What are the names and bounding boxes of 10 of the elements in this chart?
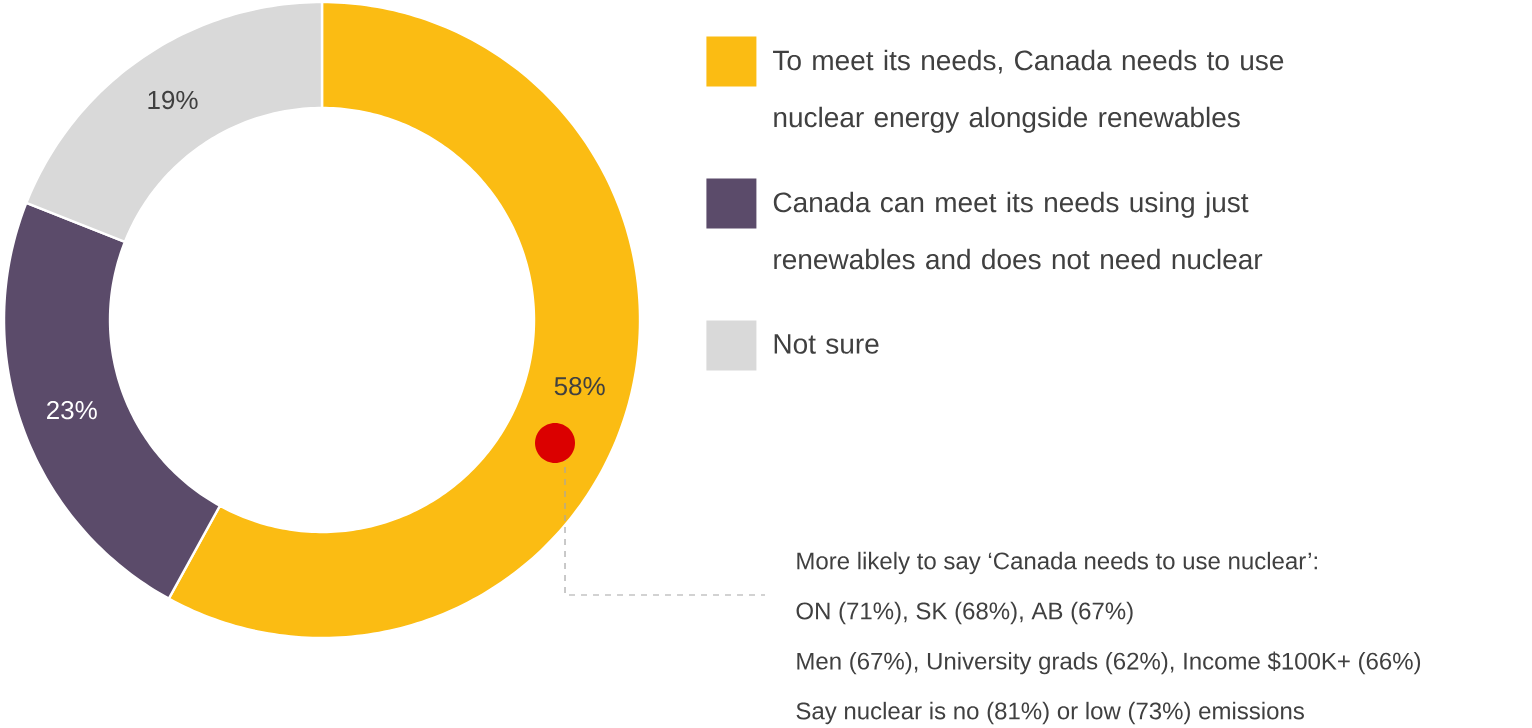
legend-label: To meet its needs, Canada needs to use nuclear energy alongside renewables bbox=[773, 49, 1284, 133]
text: Say nuclear is no (81%) or low (73%) emissions bbox=[796, 701, 1304, 725]
data-label: 58% bbox=[554, 376, 605, 396]
legend-label: Not sure bbox=[774, 334, 879, 354]
data-label: 23% bbox=[47, 400, 97, 420]
text: Men (67%), University grads (62%), Income $100K+ (66%) bbox=[797, 651, 1421, 675]
text: ON (71%), SK (68%), AB (67%) bbox=[796, 601, 1133, 625]
text: More likely to say ‘Canada needs to use nuclear’: bbox=[797, 551, 1317, 575]
data-label: 19% bbox=[148, 90, 198, 110]
legend-label: Canada can meet its needs using just renewables and does not need nuclear bbox=[773, 191, 1263, 270]
